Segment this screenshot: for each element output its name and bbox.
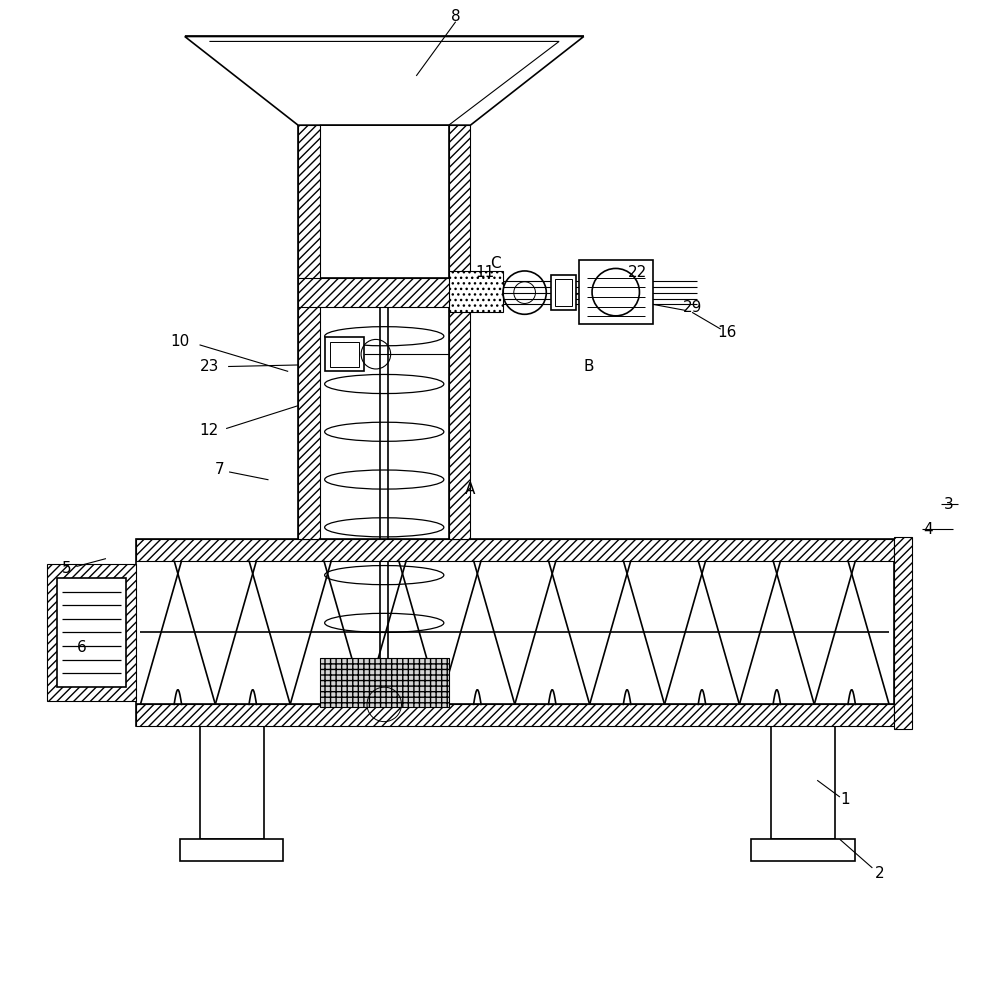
Polygon shape: [185, 37, 584, 125]
Bar: [298, 125, 320, 538]
Text: 16: 16: [717, 325, 736, 340]
Bar: [449, 125, 470, 538]
Text: 5: 5: [62, 561, 71, 576]
Text: 4: 4: [924, 521, 933, 536]
Bar: [136, 538, 894, 560]
Text: 29: 29: [682, 300, 702, 315]
Bar: [180, 839, 283, 861]
Bar: [751, 839, 855, 861]
Text: 7: 7: [214, 463, 224, 478]
Text: 10: 10: [170, 335, 189, 350]
Bar: [551, 275, 576, 311]
Text: 1: 1: [840, 792, 850, 807]
Text: 22: 22: [628, 266, 648, 281]
Bar: [200, 726, 264, 839]
Bar: [320, 658, 449, 707]
Bar: [57, 578, 126, 686]
Text: A: A: [465, 483, 476, 498]
Text: 23: 23: [200, 359, 219, 374]
Bar: [771, 726, 835, 839]
Bar: [330, 342, 359, 367]
Text: 12: 12: [200, 423, 219, 438]
Bar: [325, 337, 364, 372]
Bar: [136, 704, 894, 726]
Bar: [449, 271, 503, 313]
Bar: [579, 260, 653, 324]
Bar: [47, 563, 136, 701]
Bar: [136, 538, 894, 726]
Bar: [298, 278, 470, 308]
Text: B: B: [583, 359, 594, 374]
Bar: [894, 536, 912, 729]
Text: 6: 6: [76, 639, 86, 654]
Text: 2: 2: [874, 866, 884, 881]
Polygon shape: [350, 665, 419, 704]
Text: C: C: [490, 256, 500, 271]
Bar: [555, 279, 572, 307]
Text: 8: 8: [451, 9, 460, 24]
Text: 3: 3: [943, 497, 953, 511]
Text: 11: 11: [476, 266, 495, 281]
